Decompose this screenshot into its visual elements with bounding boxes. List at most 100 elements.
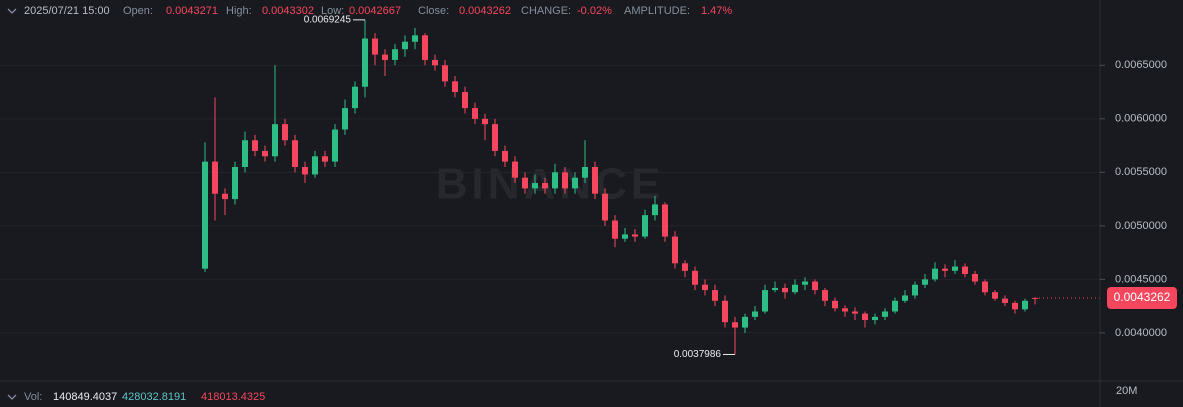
candle-body xyxy=(862,313,868,321)
candle-body xyxy=(1022,300,1028,310)
candle-body xyxy=(952,266,958,271)
candle-body xyxy=(292,140,298,167)
candle-body xyxy=(672,236,678,264)
candle-body xyxy=(922,279,928,285)
y-tick-label: 0.0065000 xyxy=(1115,59,1167,71)
candle-body xyxy=(242,140,248,167)
candle-body xyxy=(702,284,708,291)
candle-body xyxy=(592,166,598,194)
candle-body xyxy=(612,220,618,239)
candle-body xyxy=(962,266,968,275)
candle-body xyxy=(532,183,538,189)
open-value: 0.0043271 xyxy=(166,5,218,17)
volume-label: Vol: xyxy=(24,391,42,403)
candle-body xyxy=(942,268,948,271)
candle-body xyxy=(582,166,588,178)
candle-body xyxy=(212,161,218,194)
candle-body xyxy=(412,35,418,42)
candle-body xyxy=(272,124,278,157)
low-marker: 0.0037986 xyxy=(674,349,722,360)
candle-body xyxy=(632,234,638,237)
price-tag xyxy=(1107,286,1177,309)
candle-body xyxy=(382,54,388,60)
price-tag-label: 0.0043262 xyxy=(1114,290,1171,304)
close-label: Close: xyxy=(418,5,449,17)
candle-body xyxy=(682,263,688,271)
candle-body xyxy=(642,215,648,237)
candle-body xyxy=(782,287,788,293)
change-value: -0.02% xyxy=(577,5,612,17)
candle-body xyxy=(992,292,998,299)
plot-area: BINANCE 0.0069245 0.0037986 xyxy=(0,14,1100,360)
candle-body xyxy=(572,177,578,189)
candle-body xyxy=(882,311,888,317)
volume-axis-label: 20M xyxy=(1116,385,1137,397)
candle-body xyxy=(852,311,858,314)
change-label: CHANGE: xyxy=(521,5,571,17)
candle-body xyxy=(602,193,608,221)
candle-body xyxy=(342,108,348,130)
high-value: 0.0043302 xyxy=(262,5,314,17)
candle-body xyxy=(422,35,428,60)
y-tick-label: 0.0050000 xyxy=(1115,220,1167,232)
candle-body xyxy=(652,204,658,216)
candle-body xyxy=(362,38,368,87)
candle-body xyxy=(392,49,398,60)
candle-body xyxy=(972,274,978,282)
candle-body xyxy=(872,316,878,321)
candle-body xyxy=(482,118,488,125)
candle-body xyxy=(812,281,818,291)
candle-body xyxy=(352,86,358,109)
watermark: BINANCE xyxy=(436,160,664,209)
candle-body xyxy=(282,124,288,141)
candle-body xyxy=(802,281,808,285)
candle-body xyxy=(442,65,448,82)
candle-body xyxy=(252,140,258,151)
candle-body xyxy=(762,290,768,312)
volume-value: 418013.4325 xyxy=(201,391,265,403)
candle-body xyxy=(772,287,778,291)
candle-body xyxy=(462,92,468,109)
candle-body xyxy=(512,161,518,178)
candle-body xyxy=(502,150,508,162)
candle-body xyxy=(492,124,498,151)
low-label: Low: xyxy=(321,5,344,17)
candle-body xyxy=(752,311,758,317)
candle-body xyxy=(902,295,908,301)
candle-body xyxy=(932,268,938,280)
date: 2025/07/21 15:00 xyxy=(24,5,110,17)
candle-body xyxy=(322,156,328,162)
candle-body xyxy=(232,166,238,200)
candle-body xyxy=(912,284,918,296)
candle-body xyxy=(1002,298,1008,303)
candle-body xyxy=(302,166,308,175)
candle-body xyxy=(982,281,988,293)
candle-body xyxy=(822,290,828,301)
candle-body xyxy=(262,150,268,157)
collapse-icon[interactable] xyxy=(7,8,17,14)
y-tick-label: 0.0045000 xyxy=(1115,273,1167,285)
candle-body xyxy=(222,193,228,200)
y-tick-label: 0.0060000 xyxy=(1115,113,1167,125)
candle-body xyxy=(842,308,848,312)
candle-body xyxy=(832,300,838,309)
candle-body xyxy=(722,300,728,323)
candle-body xyxy=(712,290,718,301)
candle-body xyxy=(452,81,458,93)
candle-body xyxy=(1012,302,1018,310)
candle-body xyxy=(692,270,698,285)
candle-body xyxy=(792,284,798,293)
collapse-icon[interactable] xyxy=(7,394,17,400)
volume-value: 428032.8191 xyxy=(122,391,186,403)
candle-body xyxy=(372,38,378,55)
y-tick-label: 0.0055000 xyxy=(1115,166,1167,178)
candle-body xyxy=(402,41,408,50)
candle-body xyxy=(472,108,478,119)
high-label: High: xyxy=(226,5,252,17)
open-label: Open: xyxy=(123,5,153,17)
candle-body xyxy=(732,322,738,328)
candle-body xyxy=(432,59,438,66)
amplitude-label: AMPLITUDE: xyxy=(624,5,690,17)
